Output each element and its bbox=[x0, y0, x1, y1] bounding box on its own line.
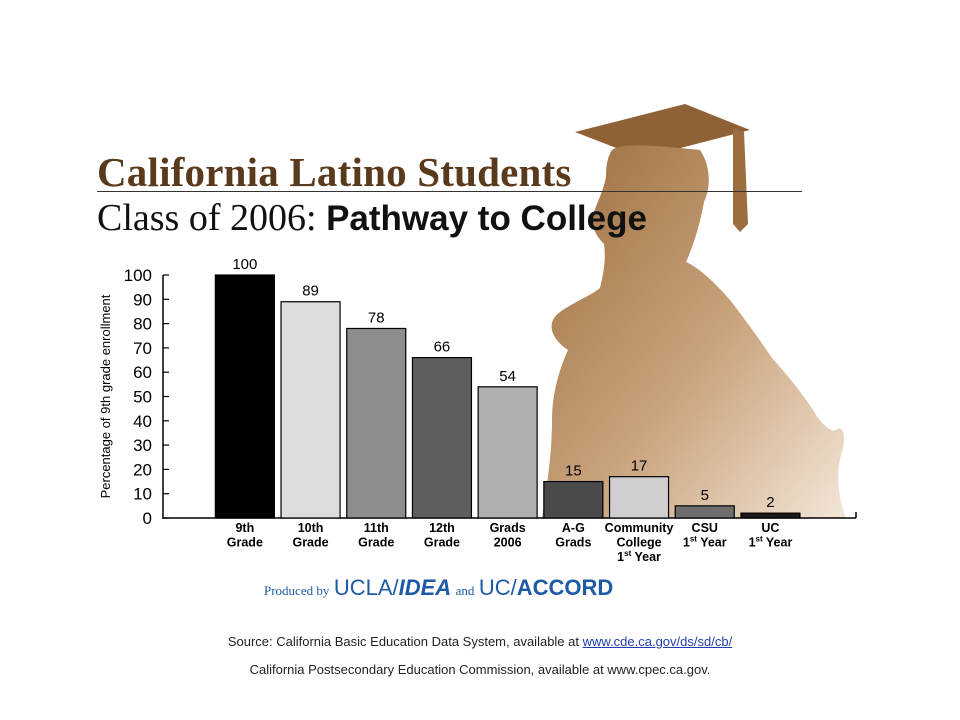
y-tick-label: 70 bbox=[133, 339, 152, 358]
x-tick-label: College bbox=[616, 536, 661, 550]
accord-label: ACCORD bbox=[516, 575, 614, 600]
data-label: 78 bbox=[368, 309, 385, 326]
bar bbox=[477, 386, 538, 519]
bar bbox=[740, 512, 801, 519]
data-label: 2 bbox=[766, 494, 774, 511]
x-tick-label: Grads bbox=[555, 536, 591, 550]
title-divider bbox=[97, 191, 802, 192]
idea-label: IDEA bbox=[398, 575, 452, 600]
x-tick-label: Grade bbox=[424, 536, 460, 550]
source-link[interactable]: www.cde.ca.gov/ds/sd/cb/ bbox=[582, 634, 733, 649]
bar bbox=[411, 357, 473, 519]
x-tick-label: Grade bbox=[358, 536, 394, 550]
x-tick-label: 12th bbox=[429, 521, 455, 535]
chart-subtitle: Class of 2006: Pathway to College bbox=[97, 196, 647, 240]
y-tick-label: 30 bbox=[133, 436, 152, 455]
ucla-label: UCLA/ bbox=[333, 575, 399, 600]
chart-title: California Latino Students bbox=[97, 149, 572, 195]
x-tick-label: CSU bbox=[692, 521, 718, 535]
y-tick-label: 50 bbox=[133, 388, 152, 407]
x-tick-label: 11th bbox=[364, 521, 389, 535]
x-tick-label: A-G bbox=[562, 521, 585, 535]
bar bbox=[608, 476, 670, 519]
produced-by-credit: Produced by UCLA/IDEA and UC/ACCORD bbox=[264, 575, 613, 601]
x-tick-label: UC bbox=[761, 521, 779, 535]
uc-label: UC/ bbox=[478, 575, 517, 600]
x-tick-label: 1st Year bbox=[683, 535, 727, 550]
data-label: 15 bbox=[565, 463, 582, 480]
x-tick-label: 2006 bbox=[494, 536, 522, 550]
bar bbox=[280, 301, 341, 519]
data-label: 54 bbox=[499, 368, 516, 385]
x-tick-label: 10th bbox=[298, 521, 324, 535]
y-tick-label: 10 bbox=[133, 485, 152, 504]
y-tick-label: 100 bbox=[124, 266, 152, 285]
data-label: 5 bbox=[701, 487, 709, 504]
tassel-icon bbox=[733, 128, 748, 232]
y-tick-label: 20 bbox=[133, 460, 152, 479]
and-label: and bbox=[455, 583, 475, 598]
data-label: 100 bbox=[232, 256, 257, 273]
data-label: 17 bbox=[631, 458, 648, 475]
x-tick-label: Grade bbox=[292, 536, 328, 550]
bar bbox=[346, 327, 407, 519]
bar bbox=[214, 274, 275, 519]
source-line-1-text: Source: California Basic Education Data … bbox=[227, 634, 583, 649]
subtitle-bold: Pathway to College bbox=[326, 199, 647, 238]
x-tick-label: 1st Year bbox=[617, 549, 661, 564]
source-line-1: Source: California Basic Education Data … bbox=[0, 634, 960, 649]
x-tick-label: 9th bbox=[235, 521, 254, 535]
y-axis-label: Percentage of 9th grade enrollment bbox=[98, 294, 113, 498]
data-label: 89 bbox=[302, 283, 319, 300]
mortarboard-icon bbox=[575, 104, 750, 158]
bar bbox=[543, 480, 604, 519]
source-line-2: California Postsecondary Education Commi… bbox=[249, 662, 711, 677]
graduate-body-icon bbox=[542, 145, 846, 518]
y-tick-label: 90 bbox=[133, 290, 152, 309]
subtitle-prefix: Class of 2006: bbox=[97, 197, 327, 239]
y-tick-label: 40 bbox=[133, 412, 152, 431]
y-tick-label: 80 bbox=[133, 315, 152, 334]
produced-by-label: Produced by bbox=[264, 583, 330, 598]
x-tick-label: Grade bbox=[227, 536, 263, 550]
data-label: 66 bbox=[434, 339, 451, 356]
x-tick-label: Community bbox=[605, 521, 674, 535]
y-tick-label: 0 bbox=[143, 509, 152, 528]
bar bbox=[674, 505, 735, 519]
x-tick-label: 1st Year bbox=[749, 535, 793, 550]
y-tick-label: 60 bbox=[133, 363, 152, 382]
x-tick-label: Grads bbox=[490, 521, 526, 535]
